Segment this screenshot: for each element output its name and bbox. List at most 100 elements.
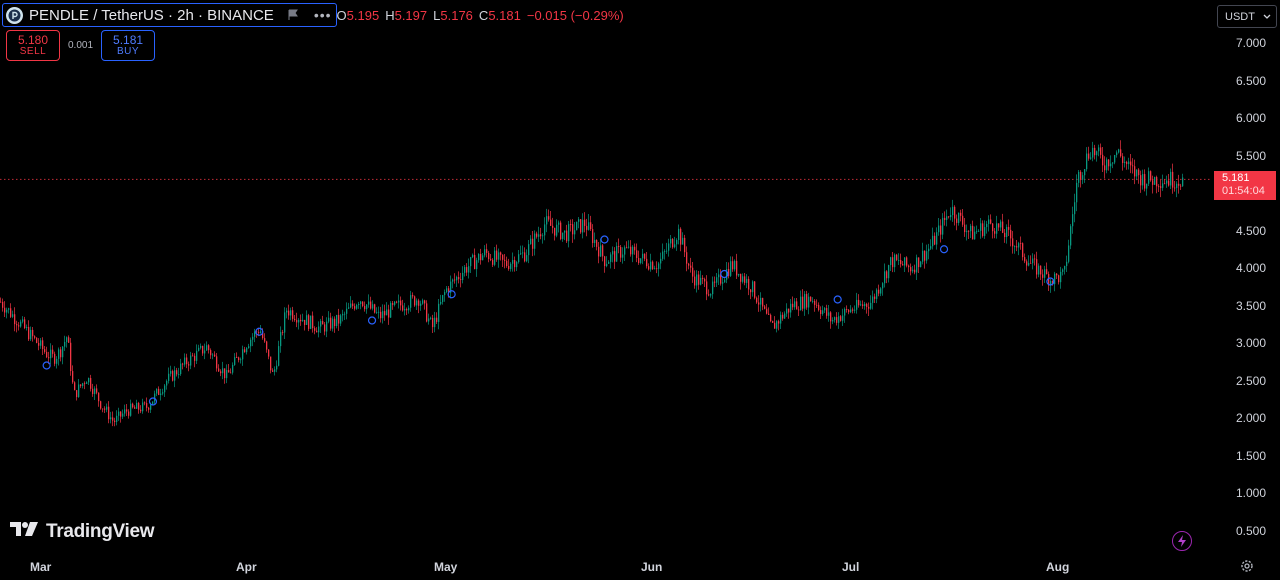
candle-body [666,250,668,252]
candle-body [292,310,294,319]
candle-body [1048,273,1050,286]
candle-body [672,238,674,248]
candle-body [518,254,520,263]
candle-body [26,326,28,329]
candle-body [354,306,356,309]
candle-body [488,252,490,260]
candle-body [738,273,740,276]
candle-body [310,315,312,329]
candle-body [750,289,752,293]
candle-body [1142,174,1144,186]
price-tick: 5.500 [1235,149,1266,163]
time-tick: Jul [842,560,860,574]
candle-body [336,314,338,327]
candle-body [8,308,10,310]
candle-body [90,378,92,389]
tradingview-logo[interactable]: TradingView [10,520,155,543]
candle-body [596,239,598,247]
buy-button[interactable]: 5.181 BUY [101,30,156,61]
candle-body [98,392,100,402]
candle-body [38,342,40,346]
candle-body [452,279,454,282]
candle-body [358,303,360,306]
chart-marker[interactable] [148,397,158,406]
chart-marker[interactable] [600,235,609,244]
symbol-title: PENDLE / TetherUS · 2h · BINANCE [29,6,274,24]
candle-body [522,252,524,254]
candle-body [70,342,72,372]
candle-body [742,276,744,282]
candle-body [148,407,150,410]
candle-body [574,230,576,235]
candle-body [572,224,574,235]
candle-body [972,225,974,240]
pendle-coin-icon [6,6,23,24]
candle-body [384,311,386,316]
candle-body [608,261,610,264]
candle-body [22,319,24,322]
candle-body [1008,227,1010,230]
chart-marker[interactable] [1046,277,1055,286]
candle-body [228,370,230,373]
candle-body [628,246,630,248]
candle-body [1112,162,1114,164]
price-tick: 1.500 [1235,449,1266,463]
candle-body [774,322,776,329]
candle-body [490,259,492,260]
candle-body [1076,182,1078,203]
last-price-label: 5.181 01:54:04 [1214,171,1276,200]
candle-body [974,231,976,240]
candle-body [298,319,300,323]
chart-marker[interactable] [720,269,729,279]
candle-body [170,371,172,374]
candle-body [1026,261,1028,266]
candle-body [944,217,946,220]
candle-body [784,313,786,319]
candle-body [530,238,532,245]
chart-marker[interactable] [42,361,51,370]
candle-body [866,303,868,307]
gear-icon[interactable] [1240,559,1254,573]
sell-button[interactable]: 5.180 SELL [6,30,60,61]
candle-body [618,246,620,247]
chart-marker[interactable] [833,295,842,304]
candle-body [216,356,218,369]
time-tick: Mar [30,560,52,574]
candle-body [378,311,380,313]
flag-icon[interactable] [286,8,300,22]
candle-body [1154,177,1156,185]
ohlc-value: 5.197 [394,7,428,23]
candle-body [14,314,16,325]
more-icon[interactable]: ••• [313,7,332,23]
symbol-selector[interactable]: PENDLE / TetherUS · 2h · BINANCE ••• [2,3,337,27]
lightning-icon[interactable] [1172,531,1192,551]
candle-body [634,246,636,251]
candle-body [670,238,672,244]
candle-body [516,262,518,268]
candle-body [40,340,42,346]
candle-body [1002,221,1004,233]
candle-body [240,359,242,361]
candle-body [662,251,664,259]
chart-marker[interactable] [255,327,264,336]
candle-body [16,324,18,326]
candle-body [460,279,462,280]
chart-marker[interactable] [447,290,456,299]
candle-body [526,255,528,262]
candle-body [314,328,316,331]
ohlc-value: 5.176 [440,7,473,23]
candle-body [720,274,722,284]
candle-body [1000,221,1002,228]
candle-body [850,309,852,313]
chart-marker[interactable] [367,316,377,325]
candle-body [376,312,378,313]
candle-body [510,263,512,269]
candle-body [700,277,702,285]
currency-selector[interactable]: USDT [1217,5,1277,28]
candle-body [910,267,912,272]
candle-body [1060,271,1062,283]
chart-marker[interactable] [939,245,949,254]
candle-body [486,249,488,253]
candle-body [926,251,928,261]
